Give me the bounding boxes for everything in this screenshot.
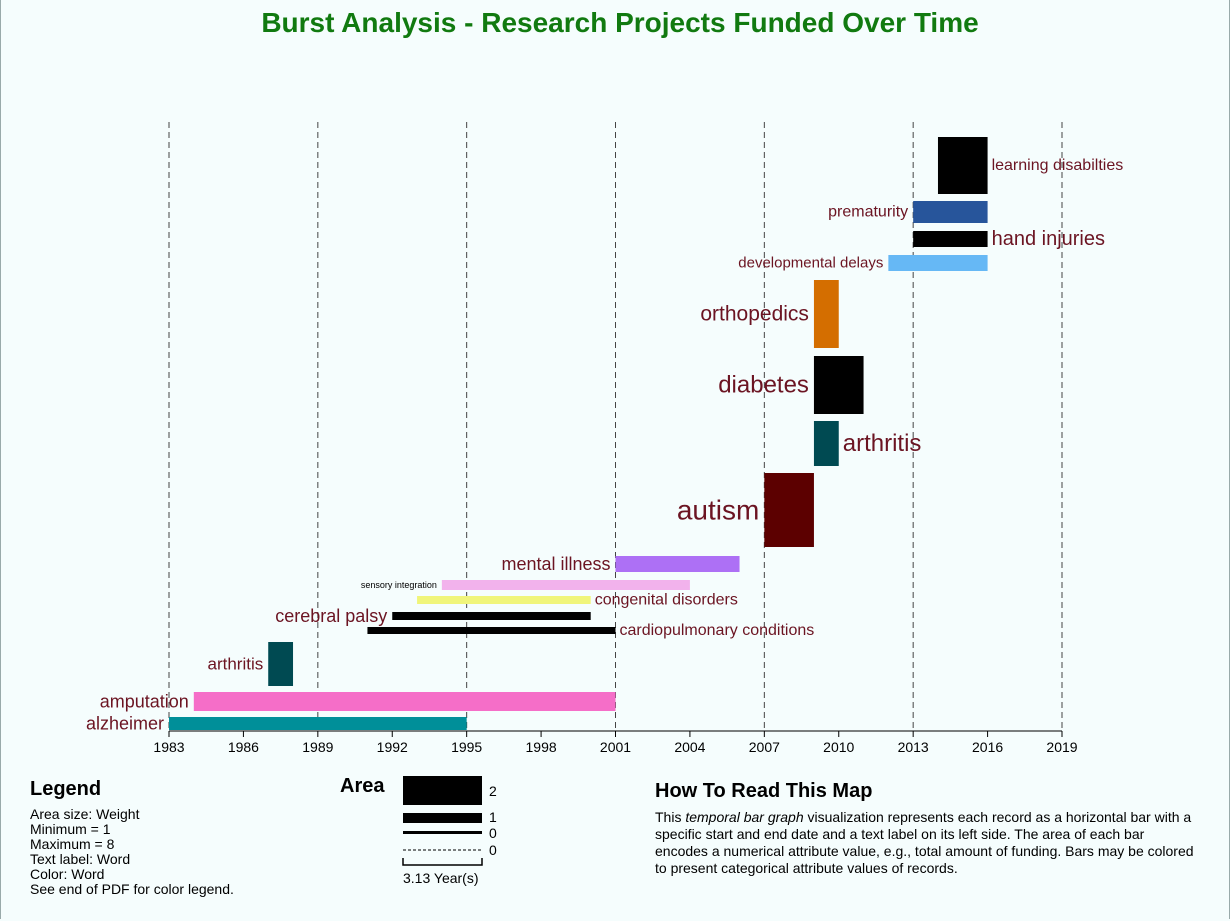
x-tick-label-2004: 2004 <box>674 739 705 755</box>
chart-title: Burst Analysis - Research Projects Funde… <box>261 7 978 38</box>
legend-maximum: Maximum = 8 <box>30 836 115 852</box>
bar-label-7: autism <box>677 495 759 526</box>
bar-14 <box>193 692 616 711</box>
area-legend-title: Area <box>340 775 385 797</box>
x-tick-label-2016: 2016 <box>972 739 1003 755</box>
bar-label-0: learning disabilties <box>992 157 1124 174</box>
legend-title: Legend <box>30 778 102 800</box>
x-tick-label-1995: 1995 <box>451 739 482 755</box>
bar-label-12: cardiopulmonary conditions <box>620 622 815 639</box>
x-tick-label-2019: 2019 <box>1046 739 1077 755</box>
legend-text-label: Text label: Word <box>30 851 131 867</box>
x-tick-label-2001: 2001 <box>600 739 631 755</box>
time-scale-label: 3.13 Year(s) <box>403 870 479 886</box>
bar-6 <box>813 421 839 466</box>
legend-area-size: Area size: Weight <box>30 806 140 822</box>
bar-8 <box>615 556 740 572</box>
bar-label-14: amputation <box>100 692 189 712</box>
howto-text: This temporal bar graph visualization re… <box>655 809 1195 877</box>
legend-see-pdf: See end of PDF for color legend. <box>30 881 234 897</box>
bar-label-2: hand injuries <box>992 228 1105 250</box>
bar-11 <box>392 612 591 620</box>
bar-label-4: orthopedics <box>700 303 809 326</box>
bar-7 <box>764 473 814 547</box>
bar-2 <box>913 231 988 247</box>
x-tick-label-1989: 1989 <box>302 739 333 755</box>
bar-12 <box>367 627 616 634</box>
bar-10 <box>417 596 591 604</box>
howto-text-em: temporal bar graph <box>685 809 804 825</box>
area-swatch-0 <box>403 831 482 834</box>
bar-0 <box>937 137 988 194</box>
x-tick-label-1998: 1998 <box>526 739 557 755</box>
bar-label-5: diabetes <box>718 372 809 399</box>
bar-9 <box>441 580 690 590</box>
area-value-1: 1 <box>489 809 497 825</box>
bar-label-6: arthritis <box>843 430 922 457</box>
bar-3 <box>888 255 988 271</box>
area-legend-swatches: 2 1 0 0 3.13 Year(s) <box>402 776 497 886</box>
burst-chart: Burst Analysis - Research Projects Funde… <box>86 7 1124 755</box>
bar-label-11: cerebral palsy <box>275 606 387 626</box>
time-scale-bracket <box>402 858 483 866</box>
bar-13 <box>268 642 294 686</box>
area-value-0: 0 <box>489 825 497 841</box>
area-value-0-dashed: 0 <box>489 842 497 858</box>
x-tick-label-2007: 2007 <box>749 739 780 755</box>
area-legend: Area 2 1 0 0 3.13 Year(s) <box>340 772 520 892</box>
area-swatch-1 <box>403 813 482 823</box>
bar-label-13: arthritis <box>207 655 263 674</box>
bar-label-9: sensory integration <box>361 580 437 590</box>
x-tick-label-1983: 1983 <box>153 739 184 755</box>
legend-minimum: Minimum = 1 <box>30 821 111 837</box>
bar-label-8: mental illness <box>501 554 610 574</box>
bar-4 <box>813 280 839 348</box>
x-tick-label-1992: 1992 <box>377 739 408 755</box>
bar-5 <box>813 356 864 414</box>
area-swatch-2 <box>403 776 482 805</box>
bar-label-10: congenital disorders <box>595 592 738 609</box>
x-tick-label-2010: 2010 <box>823 739 854 755</box>
area-value-2: 2 <box>489 783 497 799</box>
howto-text-post: visualization represents each record as … <box>655 809 1194 876</box>
howto-panel: How To Read This Map This temporal bar g… <box>655 780 1195 877</box>
bar-label-15: alzheimer <box>86 714 164 734</box>
howto-title: How To Read This Map <box>655 780 873 802</box>
x-tick-label-2013: 2013 <box>898 739 929 755</box>
bar-15 <box>169 717 467 730</box>
x-tick-label-1986: 1986 <box>228 739 259 755</box>
legend-panel: Legend Area size: Weight Minimum = 1 Max… <box>30 778 234 897</box>
bar-label-3: developmental delays <box>738 255 883 272</box>
bar-1 <box>913 201 988 223</box>
howto-text-pre: This <box>655 809 686 825</box>
legend-color: Color: Word <box>30 866 105 882</box>
bar-label-1: prematurity <box>828 204 908 221</box>
